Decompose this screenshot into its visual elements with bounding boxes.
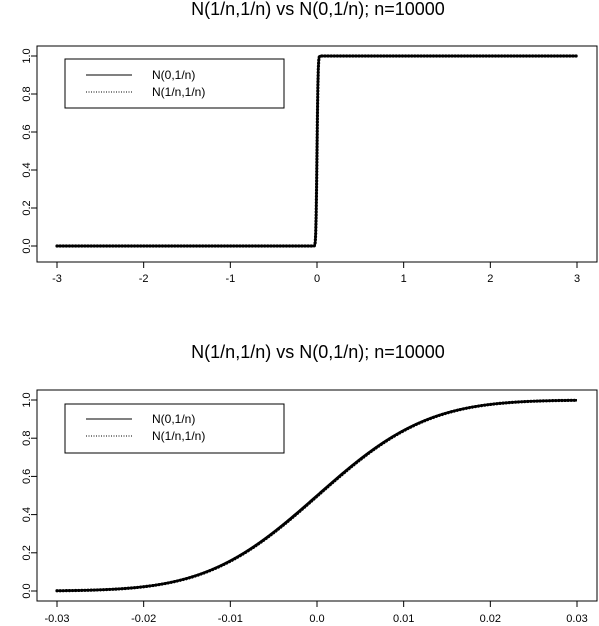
bottom-chart-title: N(1/n,1/n) vs N(0,1/n); n=10000	[191, 342, 445, 362]
x-tick-label: -0.01	[218, 613, 243, 625]
bottom-cdf-panel: N(1/n,1/n) vs N(0,1/n); n=10000 -0.03 -0.…	[21, 342, 598, 625]
top-chart-title: N(1/n,1/n) vs N(0,1/n); n=10000	[191, 0, 445, 19]
bottom-legend-label-series-0: N(0,1/n)	[152, 412, 195, 426]
bottom-x-axis: -0.03 -0.02 -0.01 0.0 0.01 0.02 0.03	[44, 601, 588, 625]
x-tick-label: 0	[314, 273, 320, 285]
y-tick-label: 0.4	[21, 162, 33, 177]
top-cdf-panel: N(1/n,1/n) vs N(0,1/n); n=10000 -3 -2 -1 0 1…	[21, 0, 598, 285]
bottom-legend-box	[64, 403, 285, 454]
y-tick-label: 0.6	[21, 469, 33, 484]
top-legend-box	[64, 58, 285, 109]
bottom-legend: N(0,1/n) N(1/n,1/n)	[64, 403, 285, 454]
x-tick-label: 0.02	[480, 613, 501, 625]
top-y-axis: 0.0 0.2 0.4 0.6 0.8 1.0	[21, 48, 37, 254]
x-tick-label: -0.02	[131, 613, 156, 625]
x-tick-label: 0.01	[393, 613, 414, 625]
y-tick-label: 0.0	[21, 238, 33, 253]
top-series-layer	[55, 54, 579, 248]
top-legend-label-series-0: N(0,1/n)	[152, 68, 195, 82]
x-tick-label: 0.03	[566, 613, 587, 625]
y-tick-label: 0.0	[21, 583, 33, 598]
bottom-y-axis: 0.0 0.2 0.4 0.6 0.8 1.0	[21, 392, 37, 599]
y-tick-label: 0.4	[21, 507, 33, 522]
series-line-1	[55, 54, 579, 248]
x-tick-label: -3	[52, 273, 62, 285]
bottom-legend-label-series-1: N(1/n,1/n)	[152, 429, 205, 443]
series-line-1	[55, 398, 579, 593]
x-tick-label: 2	[487, 273, 493, 285]
bottom-series-layer	[55, 398, 579, 593]
y-tick-label: 0.2	[21, 545, 33, 560]
y-tick-label: 0.6	[21, 124, 33, 139]
top-legend-label-series-1: N(1/n,1/n)	[152, 85, 205, 99]
x-tick-label: 3	[574, 273, 580, 285]
y-tick-label: 1.0	[21, 48, 33, 63]
top-legend: N(0,1/n) N(1/n,1/n)	[64, 58, 285, 109]
x-tick-label: -0.03	[44, 613, 69, 625]
top-x-axis: -3 -2 -1 0 1 2 3	[52, 262, 580, 285]
y-tick-label: 1.0	[21, 392, 33, 407]
x-tick-label: 1	[401, 273, 407, 285]
x-tick-label: -1	[225, 273, 235, 285]
y-tick-label: 0.8	[21, 431, 33, 446]
y-tick-label: 0.8	[21, 86, 33, 101]
x-tick-label: 0.0	[309, 613, 324, 625]
x-tick-label: -2	[139, 273, 149, 285]
y-tick-label: 0.2	[21, 200, 33, 215]
